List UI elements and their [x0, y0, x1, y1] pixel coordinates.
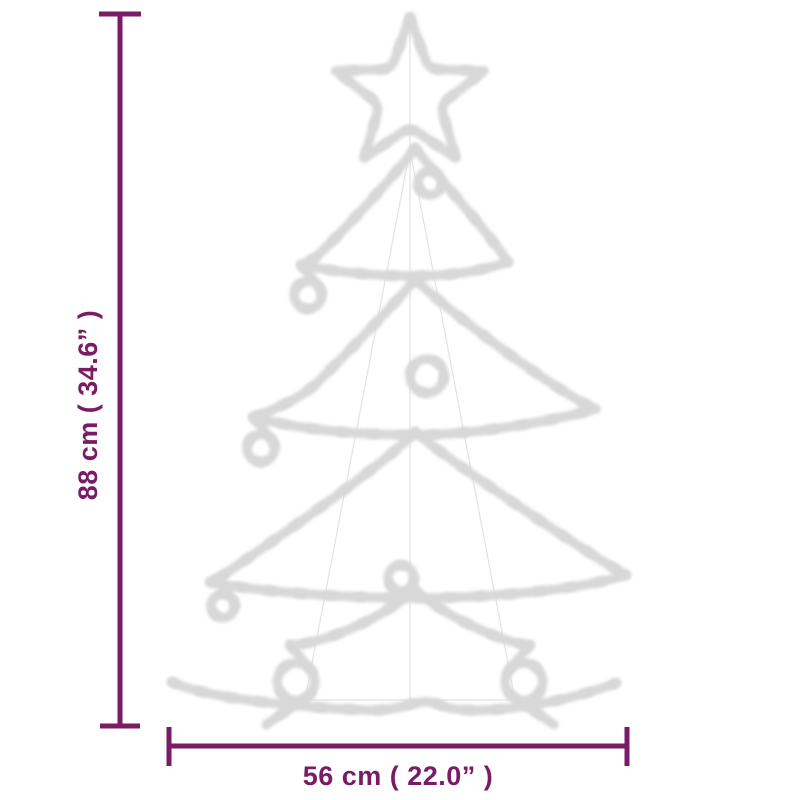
svg-text:56 cm ( 22.0” ): 56 cm ( 22.0” ) [303, 761, 494, 791]
svg-text:88 cm ( 34.6” ): 88 cm ( 34.6” ) [73, 310, 103, 501]
